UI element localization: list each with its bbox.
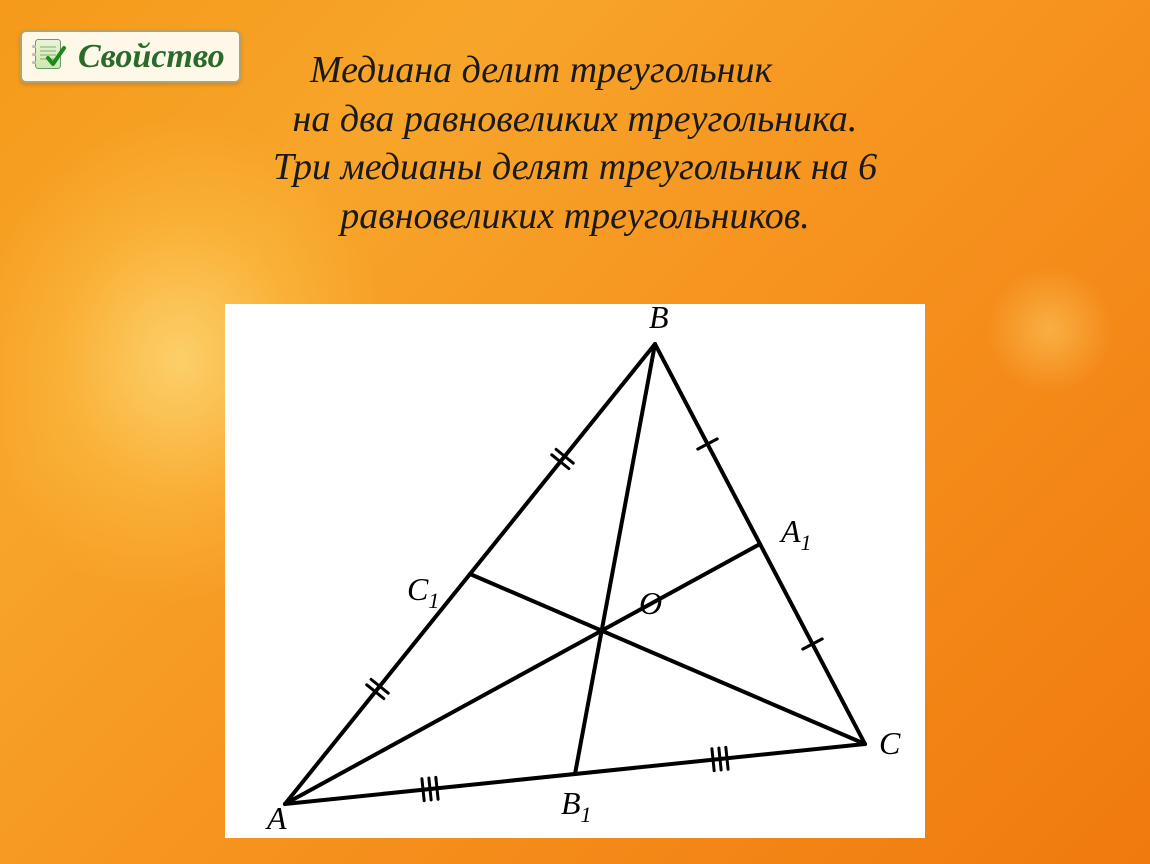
theorem-text: Медиана делит треугольник на два равнове… (80, 46, 1070, 241)
svg-text:O: O (639, 585, 662, 621)
theorem-line-3: Три медианы делят треугольник на 6 (80, 143, 1070, 192)
theorem-line-2: на два равновеликих треугольника. (80, 95, 1070, 144)
svg-text:B: B (649, 304, 669, 335)
triangle-medians-figure: A B C A1 B1 C1 O (225, 304, 925, 838)
theorem-line-1: Медиана делит треугольник (140, 46, 1070, 95)
notebook-check-icon (30, 36, 68, 77)
svg-text:C1: C1 (407, 571, 439, 613)
theorem-line-4: равновеликих треугольников. (80, 192, 1070, 241)
svg-text:C: C (879, 725, 901, 761)
svg-text:A1: A1 (779, 513, 812, 555)
svg-text:A: A (265, 800, 287, 836)
svg-text:B1: B1 (561, 785, 592, 827)
